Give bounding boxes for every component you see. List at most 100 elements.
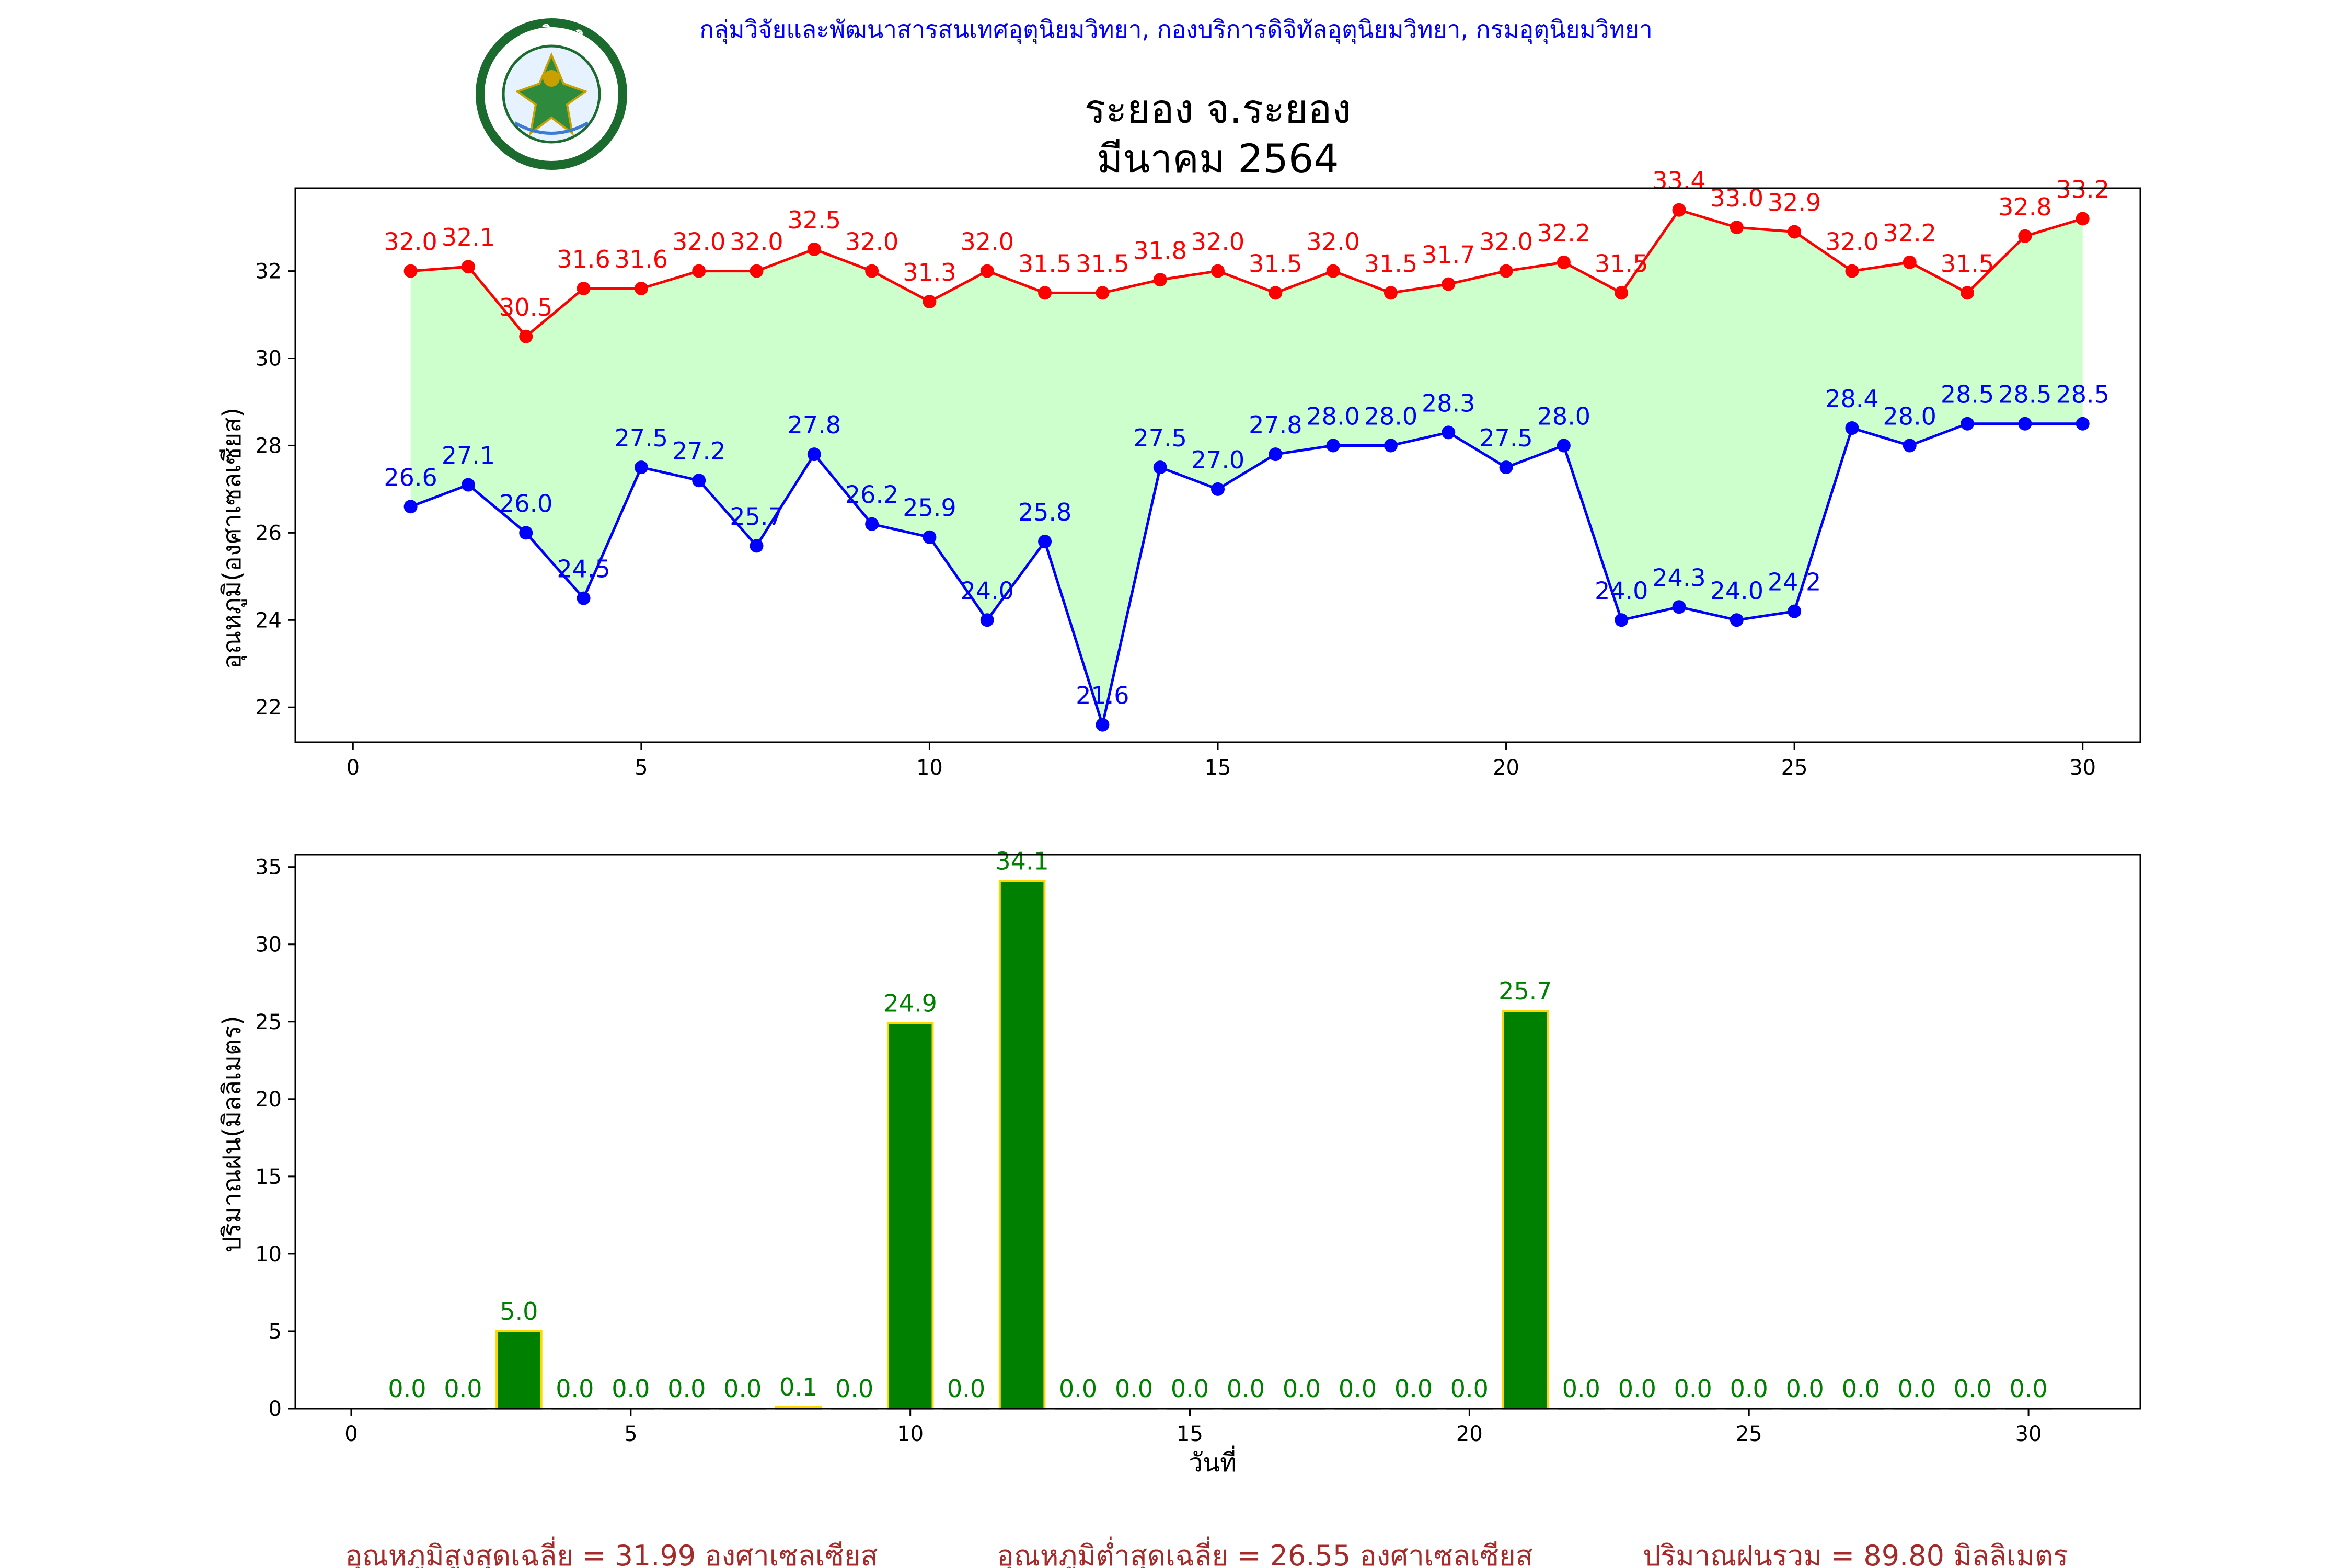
- temperature-min-point: [865, 517, 879, 531]
- rainfall-data-label: 0.0: [1227, 1375, 1265, 1403]
- temperature-min-data-label: 28.0: [1306, 402, 1359, 430]
- rainfall-data-label: 0.0: [1059, 1375, 1097, 1403]
- temperature-max-point: [1615, 286, 1629, 300]
- temperature-min-point: [1499, 460, 1513, 475]
- rainfall-x-tick-label: 20: [1456, 1422, 1483, 1446]
- temperature-x-tick-label: 0: [347, 756, 360, 780]
- temperature-min-point: [1269, 447, 1283, 462]
- rainfall-data-label: 0.0: [1730, 1375, 1768, 1403]
- temperature-min-data-label: 28.5: [1998, 381, 2051, 409]
- temperature-max-point: [634, 281, 648, 295]
- temperature-min-data-label: 25.8: [1018, 498, 1071, 526]
- rainfall-data-label: 0.0: [388, 1375, 426, 1403]
- temperature-min-point: [403, 500, 418, 514]
- temperature-max-data-label: 31.5: [1018, 249, 1071, 278]
- temperature-max-point: [692, 264, 706, 278]
- rainfall-data-label: 0.0: [947, 1375, 985, 1403]
- temperature-min-data-label: 24.3: [1652, 563, 1705, 592]
- temperature-min-point: [1557, 439, 1571, 453]
- temperature-max-point: [1326, 264, 1340, 278]
- rainfall-data-label: 0.0: [2009, 1375, 2047, 1403]
- rainfall-y-tick-label: 30: [255, 933, 282, 957]
- temperature-min-data-label: 27.8: [788, 411, 841, 439]
- rainfall-data-label: 0.0: [444, 1375, 482, 1403]
- temperature-max-data-label: 32.1: [442, 223, 495, 251]
- rainfall-bar: [886, 1022, 934, 1410]
- rainfall-data-label: 34.1: [995, 847, 1048, 875]
- temperature-max-point: [1730, 221, 1744, 235]
- temperature-max-point: [1153, 273, 1167, 287]
- temperature-max-data-label: 32.0: [1825, 228, 1878, 256]
- temperature-min-data-label: 28.3: [1422, 389, 1475, 417]
- rainfall-data-label: 0.0: [835, 1375, 873, 1403]
- temperature-y-tick-label: 32: [255, 260, 282, 284]
- temperature-max-data-label: 32.5: [788, 206, 841, 234]
- rainfall-data-label: 0.0: [1450, 1375, 1489, 1403]
- temperature-min-data-label: 27.2: [672, 437, 725, 465]
- temperature-max-point: [1442, 277, 1456, 291]
- temperature-max-point: [2018, 229, 2032, 243]
- temperature-max-data-label: 31.3: [903, 258, 956, 286]
- rainfall-data-label: 0.0: [1954, 1375, 1992, 1403]
- temperature-min-data-label: 28.5: [2056, 381, 2109, 409]
- rainfall-data-label: 0.0: [1786, 1375, 1824, 1403]
- temperature-max-point: [807, 242, 821, 256]
- temperature-max-point: [865, 264, 879, 278]
- temperature-chart: 32.0 32.130.531.6 31.632.0 32.032.532.031.3…: [217, 167, 2141, 780]
- temperature-max-data-label: 32.0: [384, 228, 437, 256]
- temperature-min-point: [1383, 439, 1398, 453]
- temperature-max-data-label: 32.0: [1479, 228, 1532, 256]
- temperature-min-point: [1326, 439, 1340, 453]
- temperature-max-data-label: 31.5: [1941, 249, 1994, 278]
- rainfall-x-tick-label: 25: [1736, 1422, 1762, 1446]
- rainfall-bar: [1502, 1010, 1549, 1410]
- temperature-min-data-label: 24.0: [961, 577, 1014, 605]
- rainfall-data-label: 0.0: [1115, 1375, 1153, 1403]
- temperature-max-data-label: 32.0: [672, 228, 725, 256]
- temperature-max-point: [1961, 286, 1975, 300]
- temperature-min-point: [1153, 460, 1167, 475]
- rainfall-data-label: 24.9: [883, 989, 937, 1018]
- rainfall-chart: 0.0 0.0 5.0 0.0 0.0 0.0 0.0 0.1 0.0 24.9 0.0 34.1 0.…: [217, 847, 2141, 1478]
- rainfall-x-axis-label: วันที่: [1189, 1445, 1236, 1478]
- temperature-min-point: [634, 460, 648, 475]
- temperature-min-point: [1788, 604, 1802, 618]
- rainfall-data-label: 0.1: [779, 1373, 817, 1401]
- rainfall-data-label: 0.0: [1394, 1375, 1433, 1403]
- temperature-max-point: [1557, 255, 1571, 269]
- rainfall-y-tick-label: 20: [255, 1088, 282, 1112]
- temperature-max-data-label: 32.0: [1306, 228, 1359, 256]
- temperature-max-data-label: 31.5: [1364, 249, 1417, 278]
- temperature-min-point: [461, 478, 475, 492]
- temperature-min-data-label: 27.1: [442, 442, 495, 470]
- footer-avg-max-temp: อุณหภูมิสูงสุดเฉลี่ย = 31.99 องศาเซลเซีย…: [345, 1536, 878, 1568]
- temperature-y-tick-label: 26: [255, 521, 282, 545]
- temperature-max-point: [1269, 286, 1283, 300]
- temperature-min-data-label: 21.6: [1076, 682, 1129, 710]
- footer-avg-min-temp: อุณหภูมิต่ำสุดเฉลี่ย = 26.55 องศาเซลเซีย…: [997, 1536, 1532, 1568]
- temperature-max-data-label: 32.0: [1191, 228, 1244, 256]
- rainfall-y-tick-label: 25: [255, 1010, 282, 1034]
- rainfall-x-tick-label: 15: [1177, 1422, 1203, 1446]
- temperature-min-data-label: 25.9: [903, 494, 956, 522]
- temperature-max-point: [1672, 203, 1686, 217]
- temperature-min-point: [1442, 425, 1456, 440]
- temperature-min-data-label: 27.8: [1249, 411, 1302, 439]
- temperature-max-point: [1211, 264, 1225, 278]
- temperature-max-data-label: 30.5: [499, 293, 552, 321]
- temperature-max-point: [1845, 264, 1859, 278]
- temperature-min-point: [807, 447, 821, 462]
- rainfall-bar: [998, 880, 1046, 1410]
- chart-title-station: ระยอง จ.ระยอง: [1085, 86, 1352, 132]
- temperature-y-axis-label: อุณหภูมิ(องศาเซลเซียส): [217, 408, 247, 669]
- temperature-max-point: [923, 295, 937, 309]
- temperature-min-point: [1615, 613, 1629, 627]
- temperature-min-data-label: 27.5: [1133, 424, 1186, 452]
- rainfall-y-tick-label: 5: [269, 1320, 282, 1344]
- temperature-x-tick-label: 15: [1205, 756, 1231, 780]
- temperature-max-point: [1096, 286, 1110, 300]
- temperature-max-data-label: 33.2: [2056, 175, 2109, 203]
- temperature-max-line: [410, 208, 2083, 339]
- rainfall-y-tick-label: 15: [255, 1165, 282, 1189]
- temperature-max-point: [750, 264, 764, 278]
